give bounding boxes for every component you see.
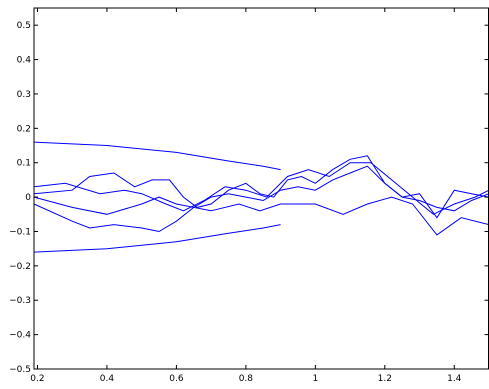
- x-tick-label: 1: [312, 374, 318, 384]
- y-tick-label: 0.2: [17, 124, 31, 134]
- series-line-3: [33, 155, 489, 219]
- series-line-1: [33, 141, 281, 171]
- x-tick-label: 0.2: [30, 374, 44, 384]
- x-tick-label: 1.4: [447, 374, 462, 384]
- series-line-5: [33, 165, 489, 215]
- y-tick-label: 0.4: [17, 56, 32, 66]
- x-tick-label: 0.8: [239, 374, 254, 384]
- series-layer: [33, 141, 489, 253]
- y-tick-label: 0.1: [17, 159, 31, 169]
- y-tick-label: 0.5: [17, 21, 31, 31]
- y-tick-label: −0.1: [9, 227, 31, 237]
- y-tick-label: −0.5: [9, 365, 31, 375]
- y-tick-label: −0.3: [9, 296, 31, 306]
- y-tick-label: −0.4: [9, 331, 31, 341]
- x-tick-label: 1.2: [378, 374, 392, 384]
- axes: 0.2 0.4 0.6 0.8 1 1.2 1.4 −0.5 −0.4 −0.3 −0.2 −0.1 0…: [9, 7, 489, 384]
- x-tick-label: 0.4: [100, 374, 115, 384]
- series-line-4: [33, 196, 489, 236]
- x-tick-label: 0.6: [169, 374, 184, 384]
- y-tick-label: 0: [25, 193, 31, 203]
- y-tick-label: −0.2: [9, 262, 31, 272]
- series-line-2: [33, 224, 281, 253]
- y-tick-label: 0.3: [17, 90, 31, 100]
- series-line-6: [33, 162, 489, 215]
